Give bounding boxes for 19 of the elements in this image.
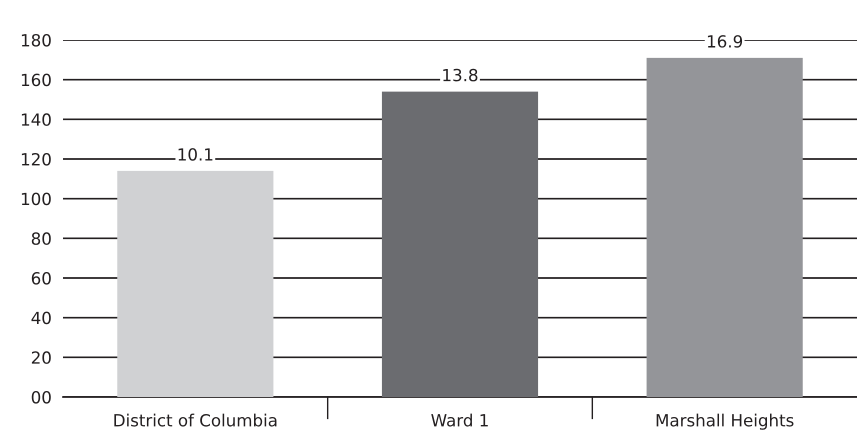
y-tick-label: 80 xyxy=(32,232,51,245)
bar xyxy=(646,58,803,397)
bar xyxy=(117,170,274,397)
y-tick-label: 120 xyxy=(22,152,51,166)
y-tick-label: 180 xyxy=(22,34,51,47)
annotation: 10.1 xyxy=(178,148,212,161)
x-tick-label: Ward 1 xyxy=(431,414,488,427)
y-tick-label: 40 xyxy=(31,312,51,324)
bar xyxy=(382,92,538,397)
y-tick-label: 160 xyxy=(22,74,51,86)
y-tick-label: 140 xyxy=(22,113,51,126)
annotation: 16.9 xyxy=(708,35,742,48)
annotation: 13.8 xyxy=(443,68,478,82)
y-tick-label: 100 xyxy=(22,192,51,206)
x-tick-label: Marshall Heights xyxy=(656,414,794,430)
y-tick-label: 60 xyxy=(32,272,51,285)
y-tick-label: 20 xyxy=(32,351,51,364)
x-tick-label: District of Columbia xyxy=(114,414,276,427)
y-tick-label: 00 xyxy=(32,390,51,404)
